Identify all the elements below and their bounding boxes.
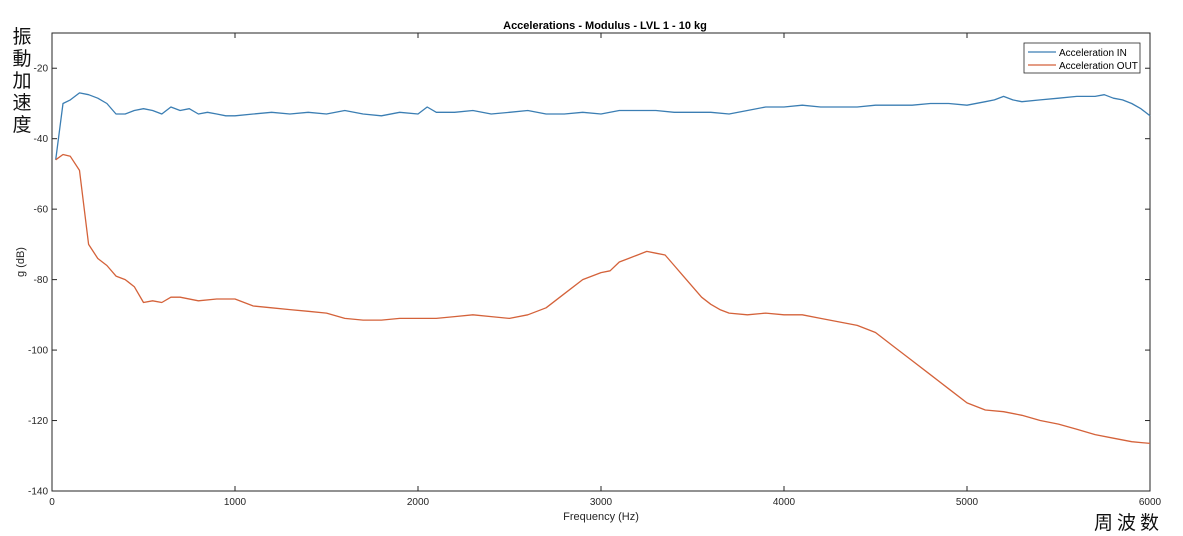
- legend-entry-out: Acceleration OUT: [1059, 61, 1138, 72]
- legend-entry-in: Acceleration IN: [1059, 48, 1127, 59]
- series-line-acceleration-out: [55, 153, 1151, 445]
- vertical-annotation: 振動加速度: [12, 26, 32, 136]
- legend-box: [1023, 42, 1141, 74]
- x-axis-label: Frequency (Hz): [563, 511, 639, 523]
- y-tick-label: -100: [28, 346, 48, 357]
- legend: Acceleration IN Acceleration OUT: [1023, 42, 1141, 74]
- series-line-acceleration-in: [55, 92, 1151, 160]
- axis-ticks: 0 1000 2000 3000 4000 5000 6000 -140 -120 -100 -80…: [28, 33, 1162, 508]
- y-tick-label: -120: [28, 416, 48, 427]
- plot-area: [51, 32, 1151, 492]
- x-tick-label: 4000: [773, 497, 796, 508]
- x-tick-label: 6000: [1139, 497, 1162, 508]
- y-tick-label: -40: [34, 134, 49, 145]
- x-tick-label: 1000: [224, 497, 247, 508]
- chart-title: Accelerations - Modulus - LVL 1 - 10 kg: [503, 20, 707, 32]
- y-axis-label: g (dB): [15, 247, 27, 277]
- x-tick-label: 3000: [590, 497, 613, 508]
- horizontal-annotation: 周波数: [1094, 512, 1164, 534]
- x-tick-label: 2000: [407, 497, 430, 508]
- y-tick-label: -80: [34, 275, 49, 286]
- y-tick-label: -60: [34, 205, 49, 216]
- y-tick-label: -20: [34, 64, 49, 75]
- x-tick-label: 5000: [956, 497, 979, 508]
- y-tick-label: -140: [28, 487, 48, 498]
- x-tick-label: 0: [49, 497, 55, 508]
- series-lines: [55, 92, 1151, 445]
